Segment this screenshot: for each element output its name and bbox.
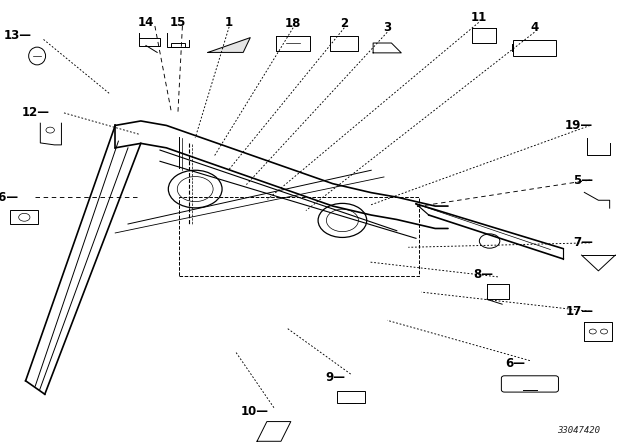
Bar (337, 392, 365, 403)
Bar (171, 43, 185, 47)
Text: 12—: 12— (21, 106, 49, 120)
Polygon shape (208, 38, 250, 52)
Bar (10, 211, 38, 224)
Text: 7—: 7— (573, 236, 593, 250)
Text: 9—: 9— (326, 370, 346, 384)
Text: 17—: 17— (565, 305, 593, 318)
Text: 19—: 19— (565, 119, 593, 132)
Text: 13—: 13— (4, 29, 32, 43)
Bar (513, 40, 556, 56)
Text: 11: 11 (470, 11, 487, 25)
Text: 15: 15 (170, 16, 186, 29)
Text: 10—: 10— (241, 405, 269, 418)
Text: 14: 14 (138, 16, 154, 29)
Text: 18: 18 (285, 17, 301, 30)
Text: 2: 2 (340, 17, 348, 30)
Text: 16—: 16— (0, 190, 19, 204)
Text: 8—: 8— (473, 267, 493, 281)
Text: 33047420: 33047420 (557, 426, 600, 435)
Text: 5—: 5— (573, 173, 593, 187)
Text: 4: 4 (531, 21, 538, 34)
Text: 1: 1 (225, 16, 233, 29)
Text: 6—: 6— (505, 357, 525, 370)
Text: 3: 3 (383, 21, 391, 34)
